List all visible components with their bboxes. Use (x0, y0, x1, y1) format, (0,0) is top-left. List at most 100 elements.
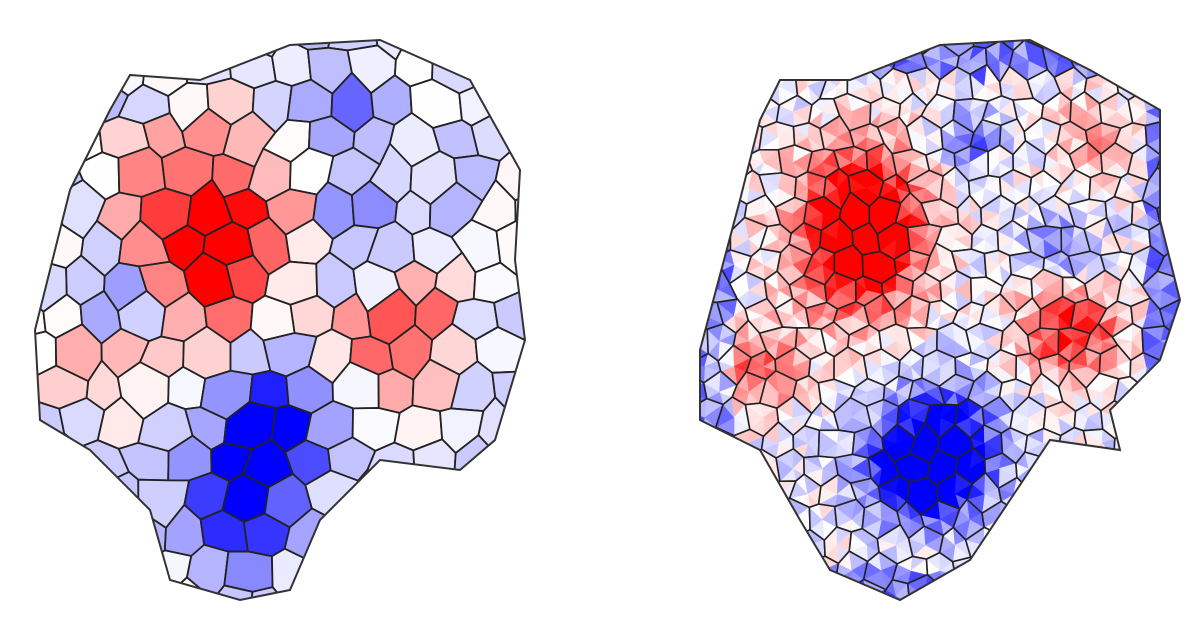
mesh-triangle (1147, 40, 1165, 49)
mesh-triangle (792, 599, 804, 600)
mesh-triangle (1160, 125, 1180, 147)
mesh-triangle (1131, 581, 1150, 597)
mesh-triangle (1186, 443, 1200, 462)
mesh-triangle (1191, 271, 1200, 290)
mesh-triangle (997, 527, 1018, 546)
mesh-triangle (803, 601, 825, 622)
mesh-triangle (1175, 549, 1180, 571)
mesh-triangle (1161, 611, 1176, 629)
mesh-cell (45, 40, 88, 61)
mesh-triangle (1145, 411, 1158, 426)
mesh-cell (1143, 40, 1176, 49)
mesh-triangle (1170, 60, 1180, 75)
mesh-cell (1146, 525, 1178, 559)
mesh-cell (862, 599, 893, 600)
mesh-triangle (1026, 528, 1046, 546)
mesh-triangle (702, 197, 721, 214)
mesh-triangle (700, 583, 706, 597)
mesh-cell (35, 550, 65, 598)
mesh-triangle (1002, 544, 1015, 562)
mesh-triangle (1023, 474, 1044, 495)
mesh-triangle (1098, 54, 1118, 73)
mesh-cell (1173, 524, 1180, 565)
mesh-triangle (733, 513, 750, 526)
mesh-triangle (788, 40, 809, 56)
mesh-triangle (679, 341, 691, 362)
mesh-triangle (1077, 601, 1088, 622)
mesh-triangle (1162, 47, 1177, 67)
mesh-triangle (1186, 104, 1200, 118)
mesh-cell (35, 371, 40, 413)
mesh-triangle (1161, 608, 1180, 621)
mesh-cell (1188, 351, 1200, 381)
mesh-triangle (743, 513, 765, 526)
mesh-triangle (732, 477, 750, 495)
mesh-triangle (1024, 595, 1045, 600)
mesh-cell (1171, 40, 1180, 49)
mesh-triangle (1044, 570, 1062, 589)
mesh-triangle (1161, 346, 1179, 367)
mesh-triangle (1118, 544, 1137, 567)
mesh-triangle (1043, 446, 1059, 470)
mesh-triangle (774, 506, 794, 531)
mesh-triangle (1188, 156, 1200, 168)
mesh-triangle (1042, 544, 1057, 565)
mesh-cell (223, 550, 274, 593)
mesh-triangle (1172, 212, 1180, 233)
mesh-triangle (1038, 502, 1062, 520)
mesh-cell (700, 424, 708, 465)
mesh-triangle (700, 536, 710, 556)
mesh-triangle (1103, 610, 1117, 626)
mesh-triangle (1115, 64, 1136, 87)
mesh-triangle (1191, 596, 1200, 611)
mesh-cell (743, 41, 776, 83)
mesh-cell (514, 188, 525, 232)
mesh-cell (700, 114, 709, 154)
mesh-triangle (1191, 169, 1200, 188)
mesh-triangle (721, 46, 735, 62)
mesh-triangle (1156, 493, 1178, 508)
mesh-triangle (908, 622, 925, 641)
mesh-cell (717, 97, 749, 132)
mesh-cell (1055, 527, 1088, 560)
mesh-triangle (700, 417, 706, 433)
mesh-cell (743, 503, 778, 541)
mesh-triangle (1187, 316, 1200, 331)
mesh-triangle (792, 570, 812, 593)
mesh-cell (806, 41, 841, 80)
mesh-triangle (705, 85, 722, 106)
mesh-triangle (880, 40, 898, 58)
mesh-cell (1083, 524, 1120, 562)
mesh-triangle (1179, 238, 1180, 260)
mesh-triangle (777, 40, 791, 48)
mesh-triangle (851, 602, 863, 622)
mesh-triangle (999, 40, 1015, 42)
mesh-cell (1038, 502, 1078, 540)
mesh-triangle (1032, 493, 1044, 511)
mesh-cell (1170, 70, 1180, 105)
mesh-triangle (1116, 585, 1133, 600)
mesh-triangle (1145, 557, 1164, 584)
mesh-triangle (1060, 483, 1074, 504)
mesh-triangle (1024, 548, 1044, 571)
mesh-triangle (671, 19, 693, 35)
mesh-triangle (1177, 271, 1180, 291)
mesh-triangle (777, 595, 798, 600)
mesh-triangle (672, 86, 690, 107)
mesh-triangle (1178, 116, 1180, 138)
mesh-triangle (706, 218, 721, 240)
mesh-triangle (1179, 595, 1180, 600)
mesh-triangle (702, 187, 721, 210)
mesh-triangle (998, 519, 1018, 535)
mesh-triangle (746, 577, 765, 597)
mesh-cell (1097, 46, 1136, 77)
mesh-cell (731, 477, 765, 515)
mesh-triangle (1117, 606, 1132, 622)
mesh-triangle (999, 615, 1012, 629)
mesh-triangle (763, 539, 779, 555)
mesh-triangle (719, 194, 735, 214)
mesh-triangle (1129, 391, 1146, 409)
mesh-triangle (837, 20, 848, 35)
mesh-triangle (1029, 622, 1046, 641)
mesh-triangle (700, 220, 708, 240)
